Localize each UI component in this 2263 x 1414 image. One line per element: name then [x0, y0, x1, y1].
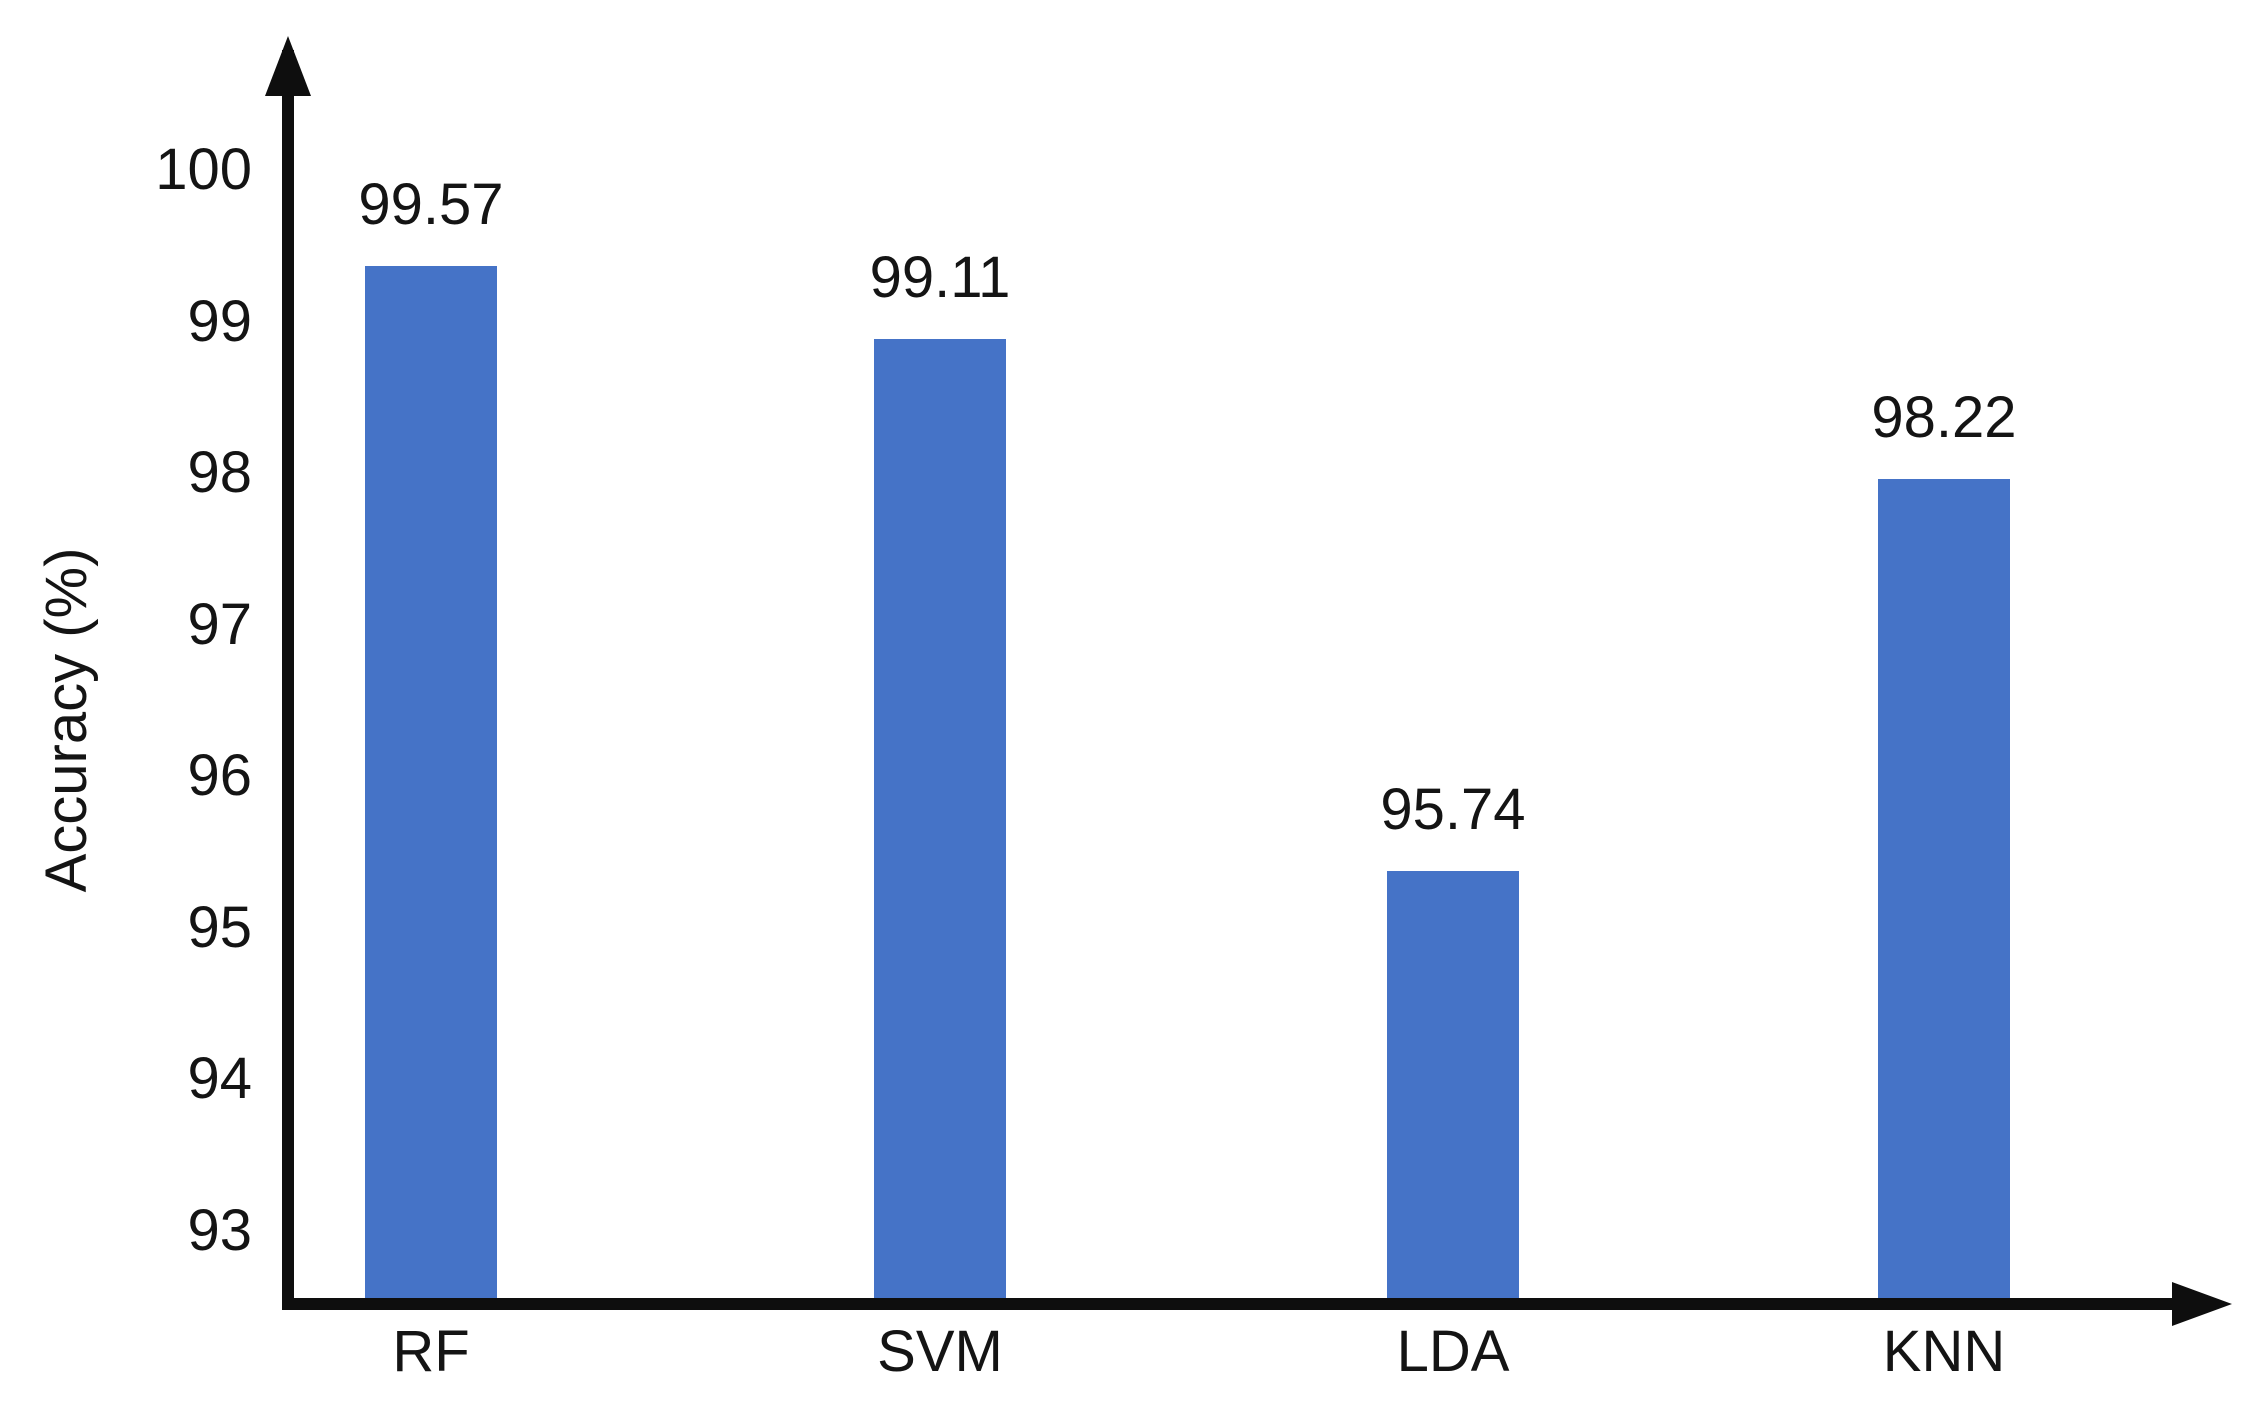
- y-axis-line: [282, 50, 294, 1310]
- y-tick-label-97: 97: [187, 591, 252, 657]
- bar-rf: [365, 266, 497, 1298]
- y-tick-label-98: 98: [187, 440, 252, 505]
- y-tick-label-94: 94: [187, 1046, 252, 1111]
- x-axis-line: [282, 1298, 2178, 1310]
- bar-knn: [1878, 479, 2010, 1298]
- y-tick-label-99: 99: [187, 288, 252, 354]
- bar-svm: [874, 339, 1006, 1298]
- x-category-label-rf: RF: [392, 1319, 470, 1384]
- x-category-label-knn: KNN: [1882, 1319, 2006, 1384]
- y-axis-arrow-icon: [265, 36, 311, 96]
- x-axis-arrow-icon: [2172, 1282, 2232, 1326]
- bar-lda: [1387, 871, 1519, 1298]
- y-tick-label-95: 95: [187, 894, 252, 960]
- y-tick-label-100: 100: [155, 137, 252, 202]
- value-label-knn: 98.22: [1871, 385, 2017, 450]
- value-label-svm: 99.11: [869, 245, 1011, 310]
- value-label-lda: 95.74: [1380, 777, 1526, 842]
- y-tick-label-93: 93: [187, 1197, 252, 1263]
- y-tick-label-96: 96: [187, 743, 252, 808]
- value-label-rf: 99.57: [358, 172, 504, 237]
- x-category-label-svm: SVM: [877, 1319, 1003, 1384]
- x-category-label-lda: LDA: [1396, 1319, 1510, 1384]
